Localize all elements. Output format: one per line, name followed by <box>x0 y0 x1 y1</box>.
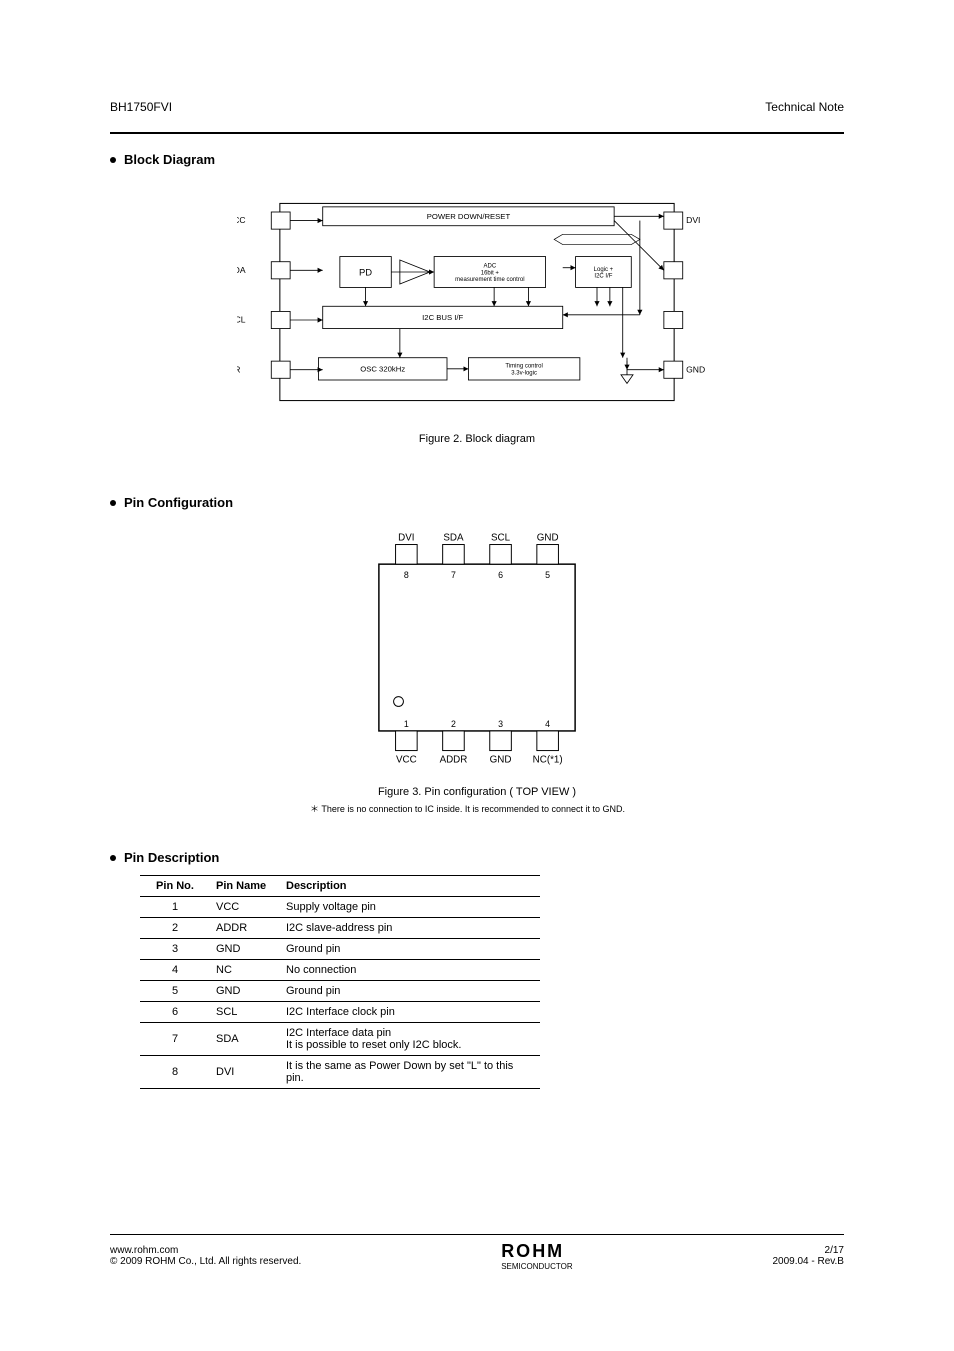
svg-text:NC(*1): NC(*1) <box>533 754 563 765</box>
svg-text:ADDR: ADDR <box>237 364 240 374</box>
bullet-icon <box>110 500 116 506</box>
svg-text:GND: GND <box>537 533 559 544</box>
logo-sub: SEMICONDUCTOR <box>501 1262 572 1271</box>
svg-text:Logic +: Logic + <box>594 267 614 273</box>
table-row: 6SCLI2C Interface clock pin <box>140 1002 540 1023</box>
section-title-block-diagram: Block Diagram <box>124 152 215 167</box>
svg-text:SDA: SDA <box>443 533 464 544</box>
fig3-label: Figure 3. Pin configuration ( TOP VIEW ) <box>110 786 844 798</box>
page-number: 2/17 <box>772 1245 844 1256</box>
table-row: 8DVIIt is the same as Power Down by set … <box>140 1056 540 1089</box>
col-pin-name: Pin Name <box>210 876 280 897</box>
footer-rule <box>110 1234 844 1236</box>
block-diagram: VCCSDASCLADDRDVIGNDPOWER DOWN/RESETPDAMP… <box>237 177 717 427</box>
svg-text:5: 5 <box>545 570 550 580</box>
svg-text:PD: PD <box>359 266 372 277</box>
bullet-icon <box>110 157 116 163</box>
footer-copyright: © 2009 ROHM Co., Ltd. All rights reserve… <box>110 1256 301 1267</box>
svg-text:POWER DOWN/RESET: POWER DOWN/RESET <box>427 212 511 221</box>
svg-text:OSC 320kHz: OSC 320kHz <box>360 365 405 374</box>
section-title-pin-config: Pin Configuration <box>124 495 233 510</box>
svg-text:ADDR: ADDR <box>440 754 468 765</box>
table-row: 3GNDGround pin <box>140 939 540 960</box>
footer-url: www.rohm.com <box>110 1245 301 1256</box>
pin-config-diagram: DVI 8 SDA 7 SCL 6 GND 5 VCC 1 ADDR 2 GND 3 NC(*1) 4 <box>342 520 612 780</box>
header-left: BH1750FVI <box>110 100 172 114</box>
svg-text:16bit +: 16bit + <box>481 270 500 276</box>
svg-text:measurement time control: measurement time control <box>455 277 524 283</box>
col-pin-no: Pin No. <box>140 876 210 897</box>
svg-text:2: 2 <box>451 719 456 729</box>
svg-text:GND: GND <box>490 754 512 765</box>
svg-text:8: 8 <box>404 570 409 580</box>
svg-text:DVI: DVI <box>686 215 700 225</box>
revision: 2009.04 - Rev.B <box>772 1256 844 1267</box>
logo-text: ROHM <box>501 1241 572 1262</box>
table-row: 1VCCSupply voltage pin <box>140 897 540 918</box>
svg-text:VCC: VCC <box>237 215 246 225</box>
section-title-pin-desc: Pin Description <box>124 850 219 865</box>
svg-text:VCC: VCC <box>396 754 417 765</box>
svg-text:ADC: ADC <box>484 264 497 270</box>
table-row: 2ADDRI2C slave-address pin <box>140 918 540 939</box>
svg-text:1: 1 <box>404 719 409 729</box>
table-row: 5GNDGround pin <box>140 981 540 1002</box>
svg-text:4: 4 <box>545 719 550 729</box>
svg-text:I2C I/F: I2C I/F <box>594 274 612 280</box>
col-desc: Description <box>280 876 540 897</box>
bullet-icon <box>110 855 116 861</box>
svg-text:3.3v-logic: 3.3v-logic <box>511 371 537 377</box>
svg-text:SCL: SCL <box>491 533 511 544</box>
svg-text:3: 3 <box>498 719 503 729</box>
rohm-logo: ROHM SEMICONDUCTOR <box>501 1241 572 1271</box>
pin-config-note: ＊ There is no connection to IC inside. I… <box>310 802 844 815</box>
svg-text:7: 7 <box>451 570 456 580</box>
svg-text:Timing control: Timing control <box>505 364 542 370</box>
svg-text:I2C BUS I/F: I2C BUS I/F <box>422 313 463 322</box>
header-rule <box>110 132 844 134</box>
svg-text:SDA: SDA <box>237 265 246 275</box>
fig2-label: Figure 2. Block diagram <box>110 433 844 445</box>
pin-description-table: Pin No. Pin Name Description 1VCCSupply … <box>140 875 540 1089</box>
svg-text:DVI: DVI <box>398 533 414 544</box>
table-row: 4NCNo connection <box>140 960 540 981</box>
table-row: 7SDAI2C Interface data pinIt is possible… <box>140 1023 540 1056</box>
svg-text:SCL: SCL <box>237 315 246 325</box>
svg-text:GND: GND <box>686 364 705 374</box>
header-right: Technical Note <box>765 100 844 114</box>
svg-text:6: 6 <box>498 570 503 580</box>
